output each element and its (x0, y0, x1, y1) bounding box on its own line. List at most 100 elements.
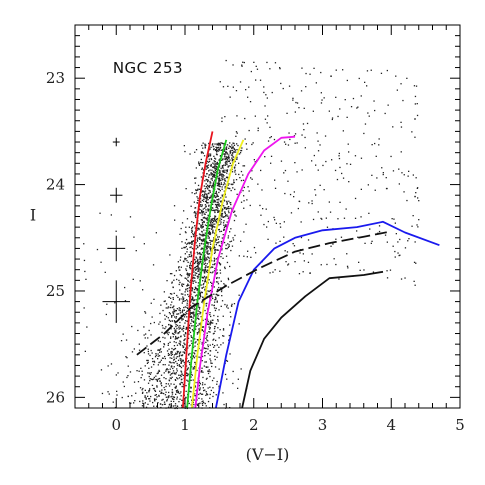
data-point (225, 359, 228, 362)
data-point (171, 393, 174, 395)
data-point (339, 166, 341, 169)
data-point (344, 99, 346, 101)
data-point (138, 349, 141, 351)
data-point (193, 308, 195, 310)
data-point (294, 133, 297, 135)
data-point (156, 372, 158, 375)
data-point (204, 288, 206, 290)
data-point (200, 239, 202, 241)
data-point (197, 313, 199, 315)
data-point (173, 327, 175, 330)
data-point (158, 394, 160, 397)
data-point (339, 108, 341, 110)
data-point (199, 338, 201, 341)
data-point (186, 300, 189, 302)
data-point (225, 214, 227, 216)
data-point (195, 281, 197, 283)
data-point (190, 236, 193, 238)
data-point (199, 255, 201, 258)
data-point (224, 206, 226, 209)
data-point (202, 382, 204, 384)
data-point (217, 195, 219, 197)
data-point (181, 406, 183, 408)
data-point (184, 344, 186, 346)
data-point (179, 269, 181, 271)
data-point (179, 358, 181, 360)
data-point (196, 189, 198, 191)
data-point (182, 298, 185, 301)
data-point (235, 215, 237, 217)
data-point (202, 296, 204, 298)
data-point (171, 332, 174, 335)
data-point (240, 179, 243, 182)
data-point (407, 240, 409, 242)
data-point (199, 212, 202, 214)
data-point (293, 135, 296, 137)
data-point (176, 308, 178, 310)
data-point (204, 232, 206, 234)
data-point (226, 360, 229, 362)
data-point (385, 177, 387, 179)
data-point (210, 146, 212, 148)
data-point (176, 294, 178, 297)
data-point (163, 401, 166, 403)
data-point (394, 222, 396, 224)
data-point (220, 197, 222, 199)
plot-frame (74, 24, 461, 409)
data-point (215, 167, 218, 169)
data-point (203, 221, 205, 223)
data-point (194, 393, 196, 395)
data-point (196, 244, 198, 247)
data-point (192, 282, 194, 284)
data-point (267, 115, 269, 117)
data-point (170, 354, 173, 356)
data-point (191, 192, 193, 194)
data-point (298, 273, 301, 275)
data-point (233, 144, 236, 146)
data-point (221, 300, 224, 302)
data-point (114, 302, 116, 304)
data-point (208, 228, 210, 230)
data-point (193, 262, 195, 264)
data-point (228, 160, 230, 163)
data-point (202, 269, 204, 271)
data-point (221, 200, 223, 202)
data-point (335, 238, 337, 240)
data-point (172, 306, 174, 308)
data-point (220, 215, 222, 217)
data-point (195, 192, 197, 194)
data-point (226, 148, 228, 151)
data-point (190, 316, 192, 318)
data-point (412, 174, 414, 176)
data-point (228, 245, 230, 248)
data-point (178, 336, 180, 339)
data-point (223, 283, 225, 285)
data-point (407, 175, 409, 177)
data-point (216, 356, 218, 358)
data-point (372, 271, 375, 273)
data-point (218, 286, 220, 289)
data-point (200, 204, 202, 206)
data-point (163, 343, 165, 345)
data-point (227, 85, 229, 87)
data-point (202, 233, 204, 235)
data-point (131, 351, 134, 353)
data-point (210, 222, 212, 224)
data-point (214, 296, 217, 298)
data-point (172, 349, 175, 351)
data-point (226, 144, 229, 146)
data-point (198, 228, 200, 230)
data-point (211, 169, 213, 171)
data-point (399, 238, 401, 241)
data-point (127, 375, 129, 377)
data-point (213, 263, 216, 266)
data-point (200, 151, 203, 153)
data-point (199, 322, 202, 324)
data-point (176, 337, 179, 339)
data-point (158, 323, 160, 325)
data-point (194, 386, 196, 388)
data-point (184, 257, 186, 259)
data-point (202, 387, 204, 389)
data-point (201, 205, 203, 208)
